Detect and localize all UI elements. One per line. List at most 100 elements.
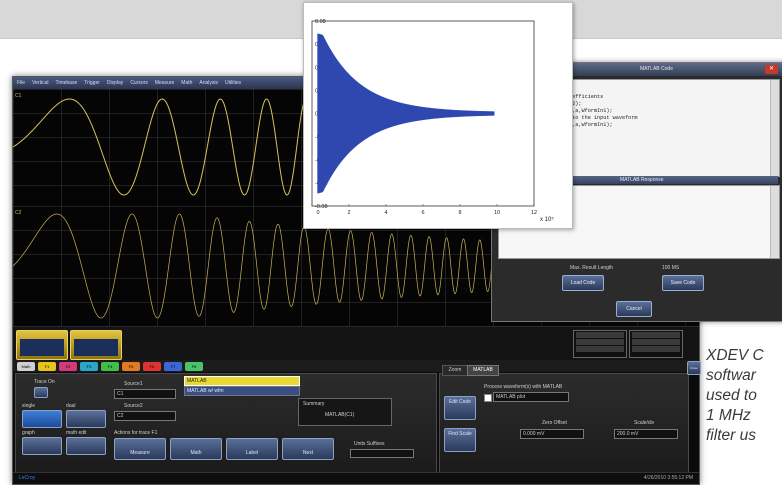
label-button[interactable]: Label	[226, 438, 278, 460]
graph-label: graph	[22, 430, 35, 436]
channel-label-f1: C2	[15, 210, 21, 216]
units-suffix-field[interactable]	[350, 449, 414, 458]
channel-label-c1: C1	[15, 93, 21, 99]
tab-f3[interactable]: F3	[80, 362, 98, 371]
source1-field[interactable]: C1	[114, 389, 176, 399]
tab-matlab[interactable]: MATLAB	[467, 365, 499, 376]
find-scale-button[interactable]: Find Scale	[444, 428, 476, 452]
single-button[interactable]	[22, 410, 62, 428]
y-tick-label: 0.08	[315, 19, 326, 25]
trace-descriptor-c1[interactable]	[16, 330, 68, 360]
measure-button[interactable]: Measure	[114, 438, 166, 460]
code-scrollbar[interactable]	[770, 80, 779, 176]
next-button-label: Next	[303, 450, 313, 456]
menu-analysis[interactable]: Analysis	[199, 77, 218, 89]
operator-selected[interactable]: MATLAB	[184, 376, 300, 386]
single-label: single	[22, 403, 35, 409]
label-button-label: Label	[246, 450, 258, 456]
status-bar: LeCroy 4/26/2010 3:55:12 PM	[13, 472, 699, 484]
x-tick-label: 6	[421, 210, 424, 216]
matlab-plot-figure: 0.080.060.040.020-0.02-0.04-0.06-0.08 02…	[303, 2, 573, 229]
matlab-plot-field[interactable]: MATLAB plot	[493, 392, 569, 402]
math-button[interactable]: Math	[170, 438, 222, 460]
math-button-label: Math	[190, 450, 201, 456]
waveform-plot: 0.080.060.040.020-0.02-0.04-0.06-0.08 02…	[304, 3, 572, 228]
caption-line: 1 MHz	[706, 406, 764, 426]
zero-offset-label: Zero Offset	[542, 420, 567, 426]
timebase-descriptor[interactable]	[573, 330, 627, 358]
tab-zoom[interactable]: Zoom	[442, 365, 468, 376]
menu-utilities[interactable]: Utilities	[225, 77, 241, 89]
graph-button[interactable]	[22, 437, 62, 455]
math-setup-panel: Trace On single dual graph math edit Sou…	[15, 373, 437, 473]
tab-f4[interactable]: F4	[101, 362, 119, 371]
response-scrollbar[interactable]	[770, 186, 779, 258]
x-tick-label: 4	[384, 210, 387, 216]
x-axis-exponent: x 10⁵	[540, 216, 554, 223]
menu-timebase[interactable]: Timebase	[55, 77, 77, 89]
x-tick-label: 2	[347, 210, 350, 216]
trigger-descriptor[interactable]	[629, 330, 683, 358]
menu-trigger[interactable]: Trigger	[84, 77, 100, 89]
max-length-value: 100 MS	[662, 265, 679, 271]
dialog-title: MATLAB Code	[640, 66, 673, 72]
zero-offset-field[interactable]: 0.000 mV	[520, 429, 584, 439]
process-label: Process waveform(s) with MATLAB	[484, 384, 562, 390]
tab-f7[interactable]: F7	[164, 362, 182, 371]
measure-button-label: Measure	[130, 450, 149, 456]
panel-close-label: Close	[690, 366, 698, 370]
operator-option[interactable]: MATLAB w/ wfm	[184, 386, 300, 396]
math-edit-label: math edit	[66, 430, 87, 436]
load-code-button[interactable]: Load Code	[562, 275, 604, 291]
dual-button[interactable]	[66, 410, 106, 428]
tab-f5[interactable]: F5	[122, 362, 140, 371]
caption-line: filter us	[706, 426, 764, 446]
trace-descriptor-f1[interactable]	[70, 330, 122, 360]
x-tick-label: 12	[531, 210, 537, 216]
x-tick-label: 0	[316, 210, 319, 216]
source1-label: Source1	[124, 381, 143, 387]
units-suffix-label: Units Suffixes	[354, 441, 384, 447]
x-tick-label: 8	[458, 210, 461, 216]
edit-code-button[interactable]: Edit Code	[444, 396, 476, 420]
find-scale-label: Find Scale	[448, 431, 472, 437]
tab-f8[interactable]: F8	[185, 362, 203, 371]
tab-f6[interactable]: F6	[143, 362, 161, 371]
scale-label: Scale/div	[634, 420, 654, 426]
actions-label: Actions for trace F1	[114, 430, 157, 436]
trace-descriptor-strip	[13, 326, 699, 361]
trace-on-label: Trace On	[34, 379, 55, 385]
caption-line: softwar	[706, 366, 764, 386]
menu-file[interactable]: File	[17, 77, 25, 89]
summary-label: Summary	[303, 401, 324, 407]
menu-math[interactable]: Math	[181, 77, 192, 89]
caption-line: used to	[706, 386, 764, 406]
scale-field[interactable]: 200.0 mV	[614, 429, 678, 439]
menu-vertical[interactable]: Vertical	[32, 77, 48, 89]
panel-close-button[interactable]: Close	[687, 361, 701, 375]
matlab-plot-checkbox[interactable]	[484, 394, 492, 402]
status-timestamp: 4/26/2010 3:55:12 PM	[644, 475, 693, 481]
menu-measure[interactable]: Measure	[155, 77, 174, 89]
source2-field[interactable]: C2	[114, 411, 176, 421]
trace-on-toggle[interactable]	[34, 387, 48, 398]
matlab-settings-panel: Zoom MATLAB Process waveform(s) with MAT…	[439, 373, 689, 473]
figure-caption: XDEV C softwar used to 1 MHz filter us	[706, 346, 764, 446]
x-tick-label: 10	[494, 210, 500, 216]
math-edit-button[interactable]	[66, 437, 106, 455]
menu-display[interactable]: Display	[107, 77, 123, 89]
summary-box: Summary MATLAB(C1)	[298, 398, 392, 426]
tab-math[interactable]: Math	[17, 362, 35, 371]
math-trace-tabs: Math F1 F2 F3 F4 F5 F6 F7 F8	[13, 360, 699, 372]
next-button[interactable]: Next	[282, 438, 334, 460]
dual-label: dual	[66, 403, 75, 409]
summary-value: MATLAB(C1)	[325, 412, 354, 418]
save-code-button[interactable]: Save Code	[662, 275, 704, 291]
edit-code-label: Edit Code	[449, 399, 471, 405]
source2-label: Source2	[124, 403, 143, 409]
close-icon[interactable]: ✕	[765, 65, 778, 74]
cancel-button[interactable]: Cancel	[616, 301, 652, 317]
menu-cursors[interactable]: Cursors	[130, 77, 148, 89]
tab-f2[interactable]: F2	[59, 362, 77, 371]
tab-f1[interactable]: F1	[38, 362, 56, 371]
